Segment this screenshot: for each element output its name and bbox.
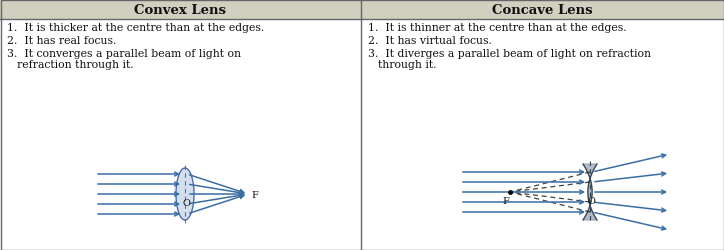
Text: F: F — [502, 196, 509, 205]
Polygon shape — [583, 164, 597, 220]
Bar — [0, 0, 361, 20]
Text: Convex Lens: Convex Lens — [135, 4, 227, 16]
Text: O: O — [587, 196, 595, 205]
Text: Concave Lens: Concave Lens — [492, 4, 593, 16]
Text: 1.  It is thinner at the centre than at the edges.: 1. It is thinner at the centre than at t… — [368, 23, 627, 33]
Text: 3.  It diverges a parallel beam of light on refraction: 3. It diverges a parallel beam of light … — [368, 49, 651, 59]
Text: 2.  It has virtual focus.: 2. It has virtual focus. — [368, 36, 492, 46]
Text: O: O — [182, 198, 190, 207]
Bar — [361, 0, 724, 20]
Text: through it.: through it. — [378, 60, 437, 70]
Text: refraction through it.: refraction through it. — [17, 60, 134, 70]
Text: 1.  It is thicker at the centre than at the edges.: 1. It is thicker at the centre than at t… — [7, 23, 264, 33]
Text: F: F — [251, 191, 258, 200]
Polygon shape — [176, 168, 194, 220]
Text: 2.  It has real focus.: 2. It has real focus. — [7, 36, 117, 46]
Text: 3.  It converges a parallel beam of light on: 3. It converges a parallel beam of light… — [7, 49, 241, 59]
